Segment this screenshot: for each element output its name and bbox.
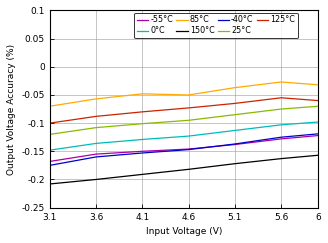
150°C <box>279 157 283 160</box>
85°C <box>316 83 320 86</box>
150°C <box>233 162 237 165</box>
0°C <box>140 138 144 141</box>
-55°C <box>48 160 52 163</box>
Line: 150°C: 150°C <box>50 155 318 184</box>
25°C <box>279 108 283 111</box>
-40°C <box>316 132 320 135</box>
150°C <box>94 178 98 181</box>
150°C <box>316 154 320 157</box>
125°C <box>279 96 283 99</box>
-40°C <box>140 152 144 155</box>
-40°C <box>279 136 283 139</box>
Line: -40°C: -40°C <box>50 134 318 165</box>
-55°C <box>316 134 320 137</box>
X-axis label: Input Voltage (V): Input Voltage (V) <box>146 227 222 236</box>
Line: 0°C: 0°C <box>50 122 318 150</box>
150°C <box>48 182 52 185</box>
Legend: -55°C, 0°C, 85°C, 150°C, -40°C, 25°C, 125°C: -55°C, 0°C, 85°C, 150°C, -40°C, 25°C, 12… <box>134 12 297 38</box>
0°C <box>187 135 191 138</box>
125°C <box>187 106 191 109</box>
Text: $T_J$: $T_J$ <box>232 13 242 28</box>
125°C <box>140 110 144 113</box>
125°C <box>233 102 237 105</box>
85°C <box>279 80 283 83</box>
Y-axis label: Output Voltage Accuracy (%): Output Voltage Accuracy (%) <box>7 43 16 175</box>
25°C <box>233 113 237 116</box>
85°C <box>94 97 98 100</box>
0°C <box>316 121 320 123</box>
85°C <box>233 86 237 89</box>
0°C <box>48 149 52 152</box>
25°C <box>187 119 191 122</box>
Line: -55°C: -55°C <box>50 136 318 161</box>
-55°C <box>279 138 283 140</box>
25°C <box>316 105 320 108</box>
150°C <box>187 168 191 171</box>
85°C <box>140 92 144 95</box>
25°C <box>48 133 52 136</box>
-55°C <box>140 150 144 153</box>
0°C <box>94 142 98 145</box>
Line: 125°C: 125°C <box>50 98 318 123</box>
-40°C <box>94 156 98 158</box>
125°C <box>94 115 98 118</box>
150°C <box>140 173 144 176</box>
85°C <box>48 105 52 108</box>
25°C <box>140 122 144 125</box>
125°C <box>48 122 52 125</box>
-40°C <box>187 148 191 151</box>
125°C <box>316 99 320 102</box>
-40°C <box>48 164 52 167</box>
Line: 85°C: 85°C <box>50 82 318 106</box>
85°C <box>187 94 191 96</box>
-55°C <box>187 148 191 150</box>
-40°C <box>233 142 237 145</box>
25°C <box>94 126 98 129</box>
-55°C <box>233 143 237 146</box>
0°C <box>233 129 237 132</box>
Line: 25°C: 25°C <box>50 106 318 134</box>
-55°C <box>94 153 98 156</box>
0°C <box>279 123 283 126</box>
